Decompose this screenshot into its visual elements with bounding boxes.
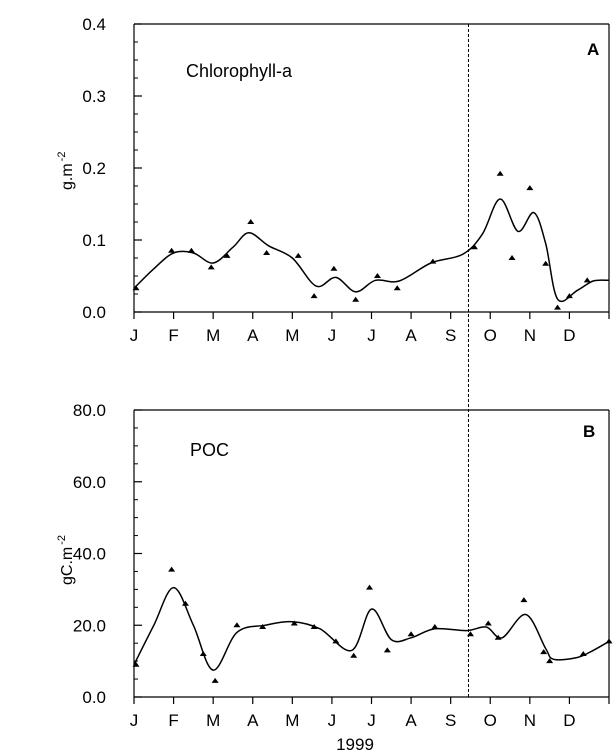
panel-b-month-label: D xyxy=(563,711,575,730)
panel-b-data-point xyxy=(494,634,502,640)
panel-b-month-label: A xyxy=(247,711,259,730)
panel-b-y-tick-label: 20.0 xyxy=(73,616,106,635)
panel-b-data-point xyxy=(520,597,528,603)
panel-b-smoothed-curve xyxy=(133,586,610,671)
panel-b-data-point xyxy=(259,624,267,630)
panel-b-data-point xyxy=(383,647,391,653)
panel-b-data-point xyxy=(168,566,176,572)
panel-a-y-tick-label: 0.2 xyxy=(82,159,106,178)
panel-b-data-point xyxy=(407,631,415,637)
panel-a-month-label: J xyxy=(130,326,139,345)
panel-b-y-ticks: 0.0 20.0 40.0 60.0 80.0 xyxy=(73,401,142,707)
panel-b-data-point xyxy=(181,600,189,606)
panel-a-y-tick-label: 0.0 xyxy=(82,303,106,322)
panel-b-month-label: J xyxy=(367,711,376,730)
panel-a-data-point xyxy=(207,264,215,270)
panel-b-data-point xyxy=(290,620,298,626)
panel-a-y-ticks: 0.0 0.1 0.2 0.3 0.4 xyxy=(82,15,142,322)
panel-b-y-tick-label: 60.0 xyxy=(73,473,106,492)
panel-a-y-axis-label: g.m-2 xyxy=(56,152,76,190)
panel-b-x-axis-label: 1999 xyxy=(336,735,374,754)
panel-b-y-tick-label: 80.0 xyxy=(73,401,106,420)
panel-a-y-tick-label: 0.4 xyxy=(82,15,106,34)
panel-b-data-point xyxy=(310,624,318,630)
panel-a-data-point xyxy=(330,265,338,271)
panel-a-month-label: F xyxy=(168,326,178,345)
panel-b-data-point xyxy=(211,677,219,683)
panel-a-letter: A xyxy=(587,40,599,59)
panel-b-month-label: N xyxy=(524,711,536,730)
panel-a-data-point xyxy=(187,247,195,253)
panel-b-month-label: J xyxy=(328,711,337,730)
panel-a-title: Chlorophyll-a xyxy=(186,61,293,81)
panel-b-month-label: O xyxy=(484,711,497,730)
panel-a-data-point xyxy=(247,219,255,224)
panel-a-data-point xyxy=(294,252,302,258)
panel-b-data-point xyxy=(484,620,492,626)
panel-b-data-point xyxy=(605,638,613,644)
panel-b-data-point xyxy=(132,661,140,667)
panel-a-data-points xyxy=(132,170,591,310)
panel-b-month-label: F xyxy=(168,711,178,730)
panel-a-smoothed-curve xyxy=(133,198,610,303)
panel-b-y-tick-label: 40.0 xyxy=(73,545,106,564)
panel-a-data-point xyxy=(168,247,176,253)
panel-a-data-point xyxy=(583,277,591,283)
panel-b-month-label: J xyxy=(130,711,139,730)
panel-b-data-point xyxy=(546,658,554,664)
panel-a-data-point xyxy=(542,260,550,266)
panel-b-data-points xyxy=(132,566,613,683)
panel-b-data-point xyxy=(540,649,548,655)
panel-a-month-label: A xyxy=(405,326,417,345)
panel-a-y-tick-label: 0.3 xyxy=(82,87,106,106)
panel-a-month-label: M xyxy=(285,326,299,345)
panel-a-y-axis-label-exp: -2 xyxy=(56,152,68,162)
panel-a-data-point xyxy=(223,252,231,258)
panel-b-data-point xyxy=(431,624,439,630)
panel-a-data-point xyxy=(554,304,562,310)
panel-b-month-label: S xyxy=(445,711,456,730)
panel-a-data-point xyxy=(373,273,381,278)
panel-b-data-point xyxy=(579,650,587,656)
panel-a-chlorophyll: 0.0 0.1 0.2 0.3 0.4 J F M A M J J A S O N D Chlorophyll… xyxy=(56,15,610,345)
panel-b-data-point xyxy=(233,622,241,628)
panel-a-month-label: M xyxy=(206,326,220,345)
panel-b-y-tick-label: 0.0 xyxy=(82,688,106,707)
panel-b-data-point xyxy=(366,584,374,590)
panel-a-data-point xyxy=(352,296,360,302)
panel-b-letter: B xyxy=(583,422,595,441)
panel-a-y-tick-label: 0.1 xyxy=(82,231,106,250)
panel-b-data-point xyxy=(332,638,340,644)
panel-a-data-point xyxy=(429,258,437,264)
panel-a-month-label: D xyxy=(563,326,575,345)
panel-b-y-axis-label-exp: -2 xyxy=(56,535,68,545)
panel-a-data-point xyxy=(470,244,478,250)
panel-a-data-point xyxy=(565,293,573,299)
panel-a-data-point xyxy=(526,185,534,191)
panel-a-month-label: S xyxy=(445,326,456,345)
panel-a-data-point xyxy=(310,293,318,299)
panel-b-poc: 0.0 20.0 40.0 60.0 80.0 J F M A M J J A S O N D POC B g… xyxy=(56,401,613,754)
panel-b-month-label: M xyxy=(206,711,220,730)
panel-b-data-point xyxy=(199,650,207,656)
panel-a-data-point xyxy=(508,255,516,260)
panel-b-month-label: A xyxy=(405,711,417,730)
panel-b-data-point xyxy=(350,652,358,658)
panel-b-month-label: M xyxy=(285,711,299,730)
panel-a-month-label: O xyxy=(484,326,497,345)
panel-a-data-point xyxy=(132,285,140,291)
panel-a-month-label: J xyxy=(328,326,337,345)
panel-b-y-axis-label: gC.m-2 xyxy=(56,535,76,585)
panel-a-data-point xyxy=(496,170,504,176)
panel-b-title: POC xyxy=(190,440,229,460)
panel-a-data-point xyxy=(263,249,271,255)
panel-a-month-label: A xyxy=(247,326,259,345)
panel-a-month-label: N xyxy=(524,326,536,345)
panel-a-data-point xyxy=(393,285,401,291)
panel-a-month-label: J xyxy=(367,326,376,345)
